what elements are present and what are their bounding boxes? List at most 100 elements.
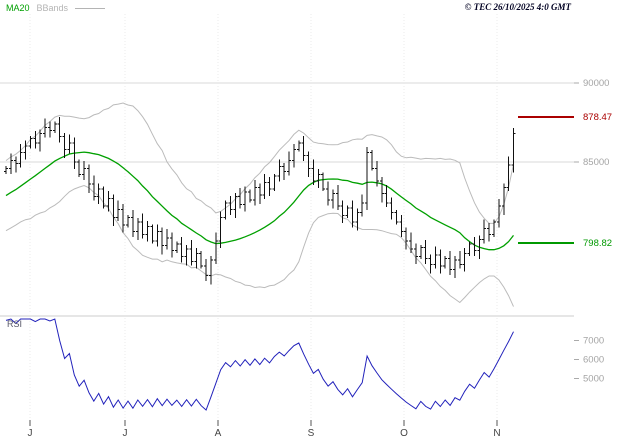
- rsi-line-group: [5, 318, 514, 411]
- ohlc-bar: [43, 118, 47, 138]
- bollinger-lower-line: [5, 184, 514, 307]
- month-label: S: [308, 428, 315, 439]
- grid-layer: 90000 85000 7000 6000 5000 J J A S O N: [0, 14, 609, 439]
- ohlc-bar: [248, 189, 252, 203]
- ohlc-bar: [296, 140, 301, 152]
- ohlc-bar: [165, 229, 169, 250]
- level-label: 878.47: [583, 112, 612, 123]
- ohlc-bar: [179, 237, 184, 263]
- ohlc-bar: [418, 244, 423, 260]
- ohlc-bar: [496, 199, 501, 228]
- ohlc-bar: [438, 249, 443, 274]
- ohlc-bar: [272, 173, 277, 192]
- ohlc-bar: [370, 150, 374, 171]
- rsi-axis-label: 5000: [583, 373, 604, 384]
- rsi-axis-label: 7000: [583, 336, 604, 347]
- ohlc-bar: [174, 241, 179, 253]
- ohlc-bar: [467, 241, 472, 256]
- ohlc-bar: [23, 140, 28, 160]
- ohlc-bars: [4, 117, 516, 285]
- ohlc-bar: [399, 214, 404, 237]
- ohlc-bar: [189, 240, 194, 266]
- ohlc-bar: [443, 255, 448, 269]
- ohlc-bar: [130, 210, 135, 237]
- ohlc-bar: [140, 213, 145, 239]
- ohlc-bar: [199, 251, 204, 269]
- month-label: O: [400, 428, 408, 439]
- ohlc-bar: [116, 200, 121, 222]
- month-label: N: [493, 428, 500, 439]
- ohlc-bar: [209, 255, 213, 285]
- copyright-text: © TEC 26/10/2025 4:0 GMT: [464, 2, 571, 12]
- ohlc-bar: [326, 181, 331, 206]
- ohlc-bar: [204, 259, 209, 282]
- ohlc-bar: [448, 251, 453, 275]
- ohlc-bar: [13, 156, 18, 173]
- ohlc-bar: [155, 224, 160, 247]
- ohlc-bar: [287, 151, 291, 176]
- ohlc-bar: [135, 218, 140, 241]
- ohlc-bar: [145, 221, 150, 242]
- ohlc-bar: [87, 164, 91, 193]
- ohlc-bar: [47, 121, 52, 138]
- ohlc-bar: [96, 183, 101, 204]
- ohlc-bar: [501, 183, 506, 215]
- bollinger-upper-line: [5, 102, 514, 224]
- ohlc-bar: [257, 183, 262, 204]
- ohlc-bar: [160, 227, 165, 255]
- ohlc-bar: [316, 169, 321, 189]
- legend-ma20-label: MA20: [6, 3, 30, 13]
- ohlc-bar: [462, 248, 467, 272]
- ohlc-bar: [360, 194, 365, 217]
- ma20-line: [5, 151, 515, 251]
- ohlc-bar: [472, 237, 477, 256]
- ohlc-bar: [111, 194, 116, 226]
- chart-legend: MA20 BBands: [6, 3, 106, 13]
- ohlc-bar: [18, 143, 23, 168]
- month-label: J: [123, 428, 128, 439]
- ohlc-bar: [52, 121, 57, 133]
- ohlc-bar: [423, 240, 428, 264]
- ohlc-bar: [67, 134, 72, 154]
- ohlc-bar: [335, 184, 340, 211]
- level-label: 798.82: [583, 238, 612, 249]
- ohlc-bar: [28, 135, 33, 149]
- ohlc-bar: [213, 232, 218, 264]
- ohlc-bar: [218, 211, 223, 249]
- ohlc-bar: [8, 153, 13, 174]
- ohlc-bar: [150, 224, 155, 244]
- legend-bbands-sample-line: [75, 7, 106, 9]
- ohlc-bar: [384, 184, 389, 207]
- ohlc-bar: [282, 162, 287, 181]
- ohlc-bar: [4, 165, 8, 174]
- ohlc-bar: [267, 177, 272, 196]
- ohlc-bar: [389, 197, 394, 220]
- month-label: A: [215, 428, 222, 439]
- ohlc-bar: [33, 131, 38, 149]
- ohlc-bar: [482, 219, 487, 244]
- ohlc-bar: [243, 186, 248, 212]
- ohlc-bar: [492, 219, 496, 237]
- ohlc-bar: [340, 200, 345, 223]
- ohlc-bar: [106, 191, 111, 212]
- ohlc-bar: [457, 251, 462, 269]
- ohlc-bar: [365, 147, 370, 211]
- ohlc-bar: [311, 159, 316, 185]
- ohlc-bar: [301, 135, 306, 162]
- ohlc-bar: [62, 132, 67, 159]
- ohlc-bar: [233, 192, 238, 219]
- ohlc-bar: [228, 195, 233, 215]
- ohlc-bar: [57, 117, 62, 143]
- ohlc-bar: [262, 173, 267, 200]
- ohlc-bar: [428, 254, 433, 274]
- ohlc-bar: [77, 159, 82, 177]
- bollinger-bands: [5, 102, 514, 307]
- ohlc-bar: [487, 222, 492, 242]
- rsi-line: [5, 318, 514, 411]
- ohlc-bar: [511, 128, 516, 173]
- ohlc-bar: [291, 143, 296, 168]
- ma20-line-group: [5, 151, 515, 251]
- ohlc-bar: [101, 186, 106, 209]
- ohlc-bar: [433, 246, 438, 269]
